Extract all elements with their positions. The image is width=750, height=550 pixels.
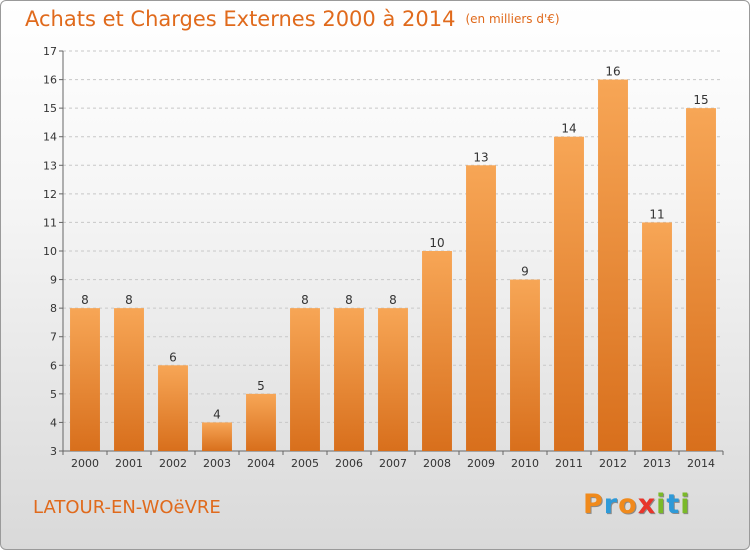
bar-value-label: 13 xyxy=(473,150,488,164)
y-tick-label: 16 xyxy=(43,74,57,87)
bar-value-label: 8 xyxy=(301,293,309,307)
logo-letter: P xyxy=(583,489,604,520)
x-tick-label: 2013 xyxy=(643,457,671,470)
y-tick-label: 6 xyxy=(50,359,57,372)
bar xyxy=(598,79,628,452)
bar-value-label: 5 xyxy=(257,379,265,393)
y-tick-label: 13 xyxy=(43,159,57,172)
chart-title: Achats et Charges Externes 2000 à 2014 (e… xyxy=(25,7,560,31)
bar xyxy=(70,308,100,451)
y-tick-label: 12 xyxy=(43,188,57,201)
x-tick-label: 2008 xyxy=(423,457,451,470)
bar xyxy=(642,222,672,451)
bar xyxy=(246,393,276,451)
bar xyxy=(334,308,364,451)
x-tick-label: 2007 xyxy=(379,457,407,470)
bar xyxy=(686,108,716,452)
x-tick-label: 2002 xyxy=(159,457,187,470)
bar-value-label: 10 xyxy=(429,236,444,250)
x-tick-label: 2011 xyxy=(555,457,583,470)
bar xyxy=(202,422,232,451)
logo-letter: x xyxy=(637,489,657,520)
bar-value-label: 4 xyxy=(213,407,221,421)
y-tick-label: 11 xyxy=(43,216,57,229)
y-tick-label: 10 xyxy=(43,245,57,258)
logo-letter: t xyxy=(666,489,681,520)
x-tick-label: 2014 xyxy=(687,457,715,470)
logo-letter: o xyxy=(618,489,638,520)
bar xyxy=(554,136,584,451)
x-tick-label: 2001 xyxy=(115,457,143,470)
bar-value-label: 8 xyxy=(125,293,133,307)
bar-value-label: 6 xyxy=(169,350,177,364)
y-tick-label: 15 xyxy=(43,102,57,115)
y-tick-label: 5 xyxy=(50,388,57,401)
bar xyxy=(158,365,188,451)
x-tick-label: 2006 xyxy=(335,457,363,470)
y-tick-label: 7 xyxy=(50,331,57,344)
x-tick-label: 2010 xyxy=(511,457,539,470)
bar-value-label: 15 xyxy=(693,93,708,107)
x-tick-label: 2004 xyxy=(247,457,275,470)
x-tick-label: 2003 xyxy=(203,457,231,470)
bar-value-label: 16 xyxy=(605,65,620,79)
x-tick-label: 2000 xyxy=(71,457,99,470)
y-tick-label: 4 xyxy=(50,416,57,429)
bar-value-label: 11 xyxy=(649,207,664,221)
bar-value-label: 8 xyxy=(389,293,397,307)
x-tick-label: 2005 xyxy=(291,457,319,470)
logo-letter: r xyxy=(603,489,619,520)
bar xyxy=(510,279,540,451)
x-tick-label: 2009 xyxy=(467,457,495,470)
bar xyxy=(378,308,408,451)
bar xyxy=(422,251,452,451)
y-tick-label: 9 xyxy=(50,274,57,287)
bar-value-label: 8 xyxy=(81,293,89,307)
proxiti-logo: Proxiti xyxy=(583,489,691,520)
bar xyxy=(290,308,320,451)
logo-letter: i xyxy=(656,489,667,520)
bar-value-label: 9 xyxy=(521,265,529,279)
logo-letter: i xyxy=(680,489,691,520)
y-tick-label: 14 xyxy=(43,131,57,144)
bar xyxy=(466,165,496,452)
y-tick-label: 8 xyxy=(50,302,57,315)
chart-unit: (en milliers d'€) xyxy=(465,12,560,26)
y-tick-label: 17 xyxy=(43,45,57,58)
bar xyxy=(114,308,144,451)
x-tick-label: 2012 xyxy=(599,457,627,470)
y-tick-label: 3 xyxy=(50,445,57,458)
bar-value-label: 8 xyxy=(345,293,353,307)
place-name: LATOUR-EN-WOëVRE xyxy=(33,497,221,518)
bar-value-label: 14 xyxy=(561,122,576,136)
